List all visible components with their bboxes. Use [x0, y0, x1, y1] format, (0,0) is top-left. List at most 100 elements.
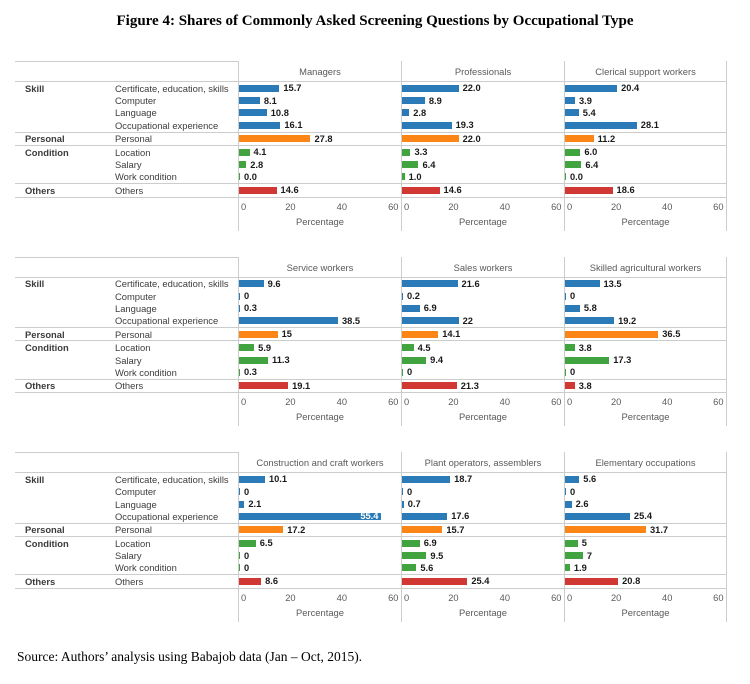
category-label: Language [115, 107, 157, 119]
bar-row: 8.9 [402, 94, 564, 106]
bar [402, 475, 451, 483]
group-label: Skill [25, 278, 45, 290]
bar [565, 356, 610, 364]
bar-row: 16.1 [239, 119, 401, 131]
bar-value-label: 22.0 [462, 133, 481, 144]
bar-value-label: 0.3 [244, 367, 257, 378]
bar-value-label: 3.9 [578, 95, 592, 106]
bar-row: 10.8 [239, 107, 401, 119]
bar-row: 6.0 [565, 144, 726, 158]
bar-row: 5.6 [565, 472, 726, 485]
category-label: Occupational experience [115, 315, 219, 327]
bar [239, 109, 267, 117]
bar-value-label: 20.8 [622, 576, 641, 587]
bar-value-label: 0 [570, 291, 576, 302]
bar-value-label: 19.2 [618, 315, 637, 326]
panel-title: Clerical support workers [595, 66, 696, 77]
bar-row: 25.4 [402, 574, 564, 587]
axis-tick-label: 60 [713, 201, 724, 212]
bar [402, 280, 458, 288]
label-header-spacer [15, 256, 238, 277]
bar-value-label: 0 [244, 486, 250, 497]
axis-tick-label: 40 [499, 397, 511, 408]
label-row: Language [15, 498, 238, 510]
bar-value-label: 10.1 [268, 474, 288, 485]
bar [565, 317, 615, 325]
bar [239, 564, 240, 572]
bar [565, 121, 637, 129]
panel-plot: 21.6 0.2 6.9 22 14.1 4.5 9.4 0 21.3 [402, 276, 564, 394]
bar [565, 173, 566, 181]
bar [239, 173, 240, 181]
bar-value-label: 0 [407, 367, 413, 378]
axis-ticks: 0 20 40 60 [565, 593, 726, 604]
chart-panel: Service workers 9.6 0 0.3 38.5 15 5.9 11.3 0.3 19… [238, 256, 401, 427]
bar-value-label: 5 [581, 538, 587, 549]
bar-row: 13.5 [565, 276, 726, 290]
bar [239, 526, 284, 534]
bar [402, 382, 457, 390]
panel-axis: 0 20 40 60 Percentage [402, 198, 564, 231]
figure-page: Figure 4: Shares of Commonly Asked Scree… [15, 13, 727, 664]
bar-row: 4.1 [239, 144, 401, 158]
axis-tick-label: 60 [551, 592, 562, 603]
category-label: Others [115, 184, 144, 196]
axis-tick-label: 20 [285, 592, 296, 603]
bar-value-label: 6.0 [584, 147, 598, 158]
category-label: Computer [115, 95, 157, 107]
bar [402, 317, 459, 325]
bar-value-label: 3.8 [578, 380, 592, 391]
category-labels-column: Skill Certificate, education, skills Compu… [15, 256, 238, 427]
label-row: Personal Personal [15, 327, 238, 340]
panel-title: Managers [299, 66, 341, 77]
axis-ticks: 0 20 40 60 [402, 593, 564, 604]
bar [239, 304, 240, 312]
category-label: Others [115, 380, 144, 392]
axis-title: Percentage [296, 215, 344, 227]
group-label: Personal [25, 524, 65, 536]
chart-band: Skill Certificate, education, skills Compu… [15, 61, 727, 231]
bar [239, 317, 338, 325]
label-row: Condition Location [15, 144, 238, 158]
category-label: Certificate, education, skills [115, 82, 229, 94]
label-header-spacer [15, 61, 238, 81]
bar-value-label: 27.8 [314, 133, 333, 144]
axis-tick-label: 60 [551, 397, 562, 408]
category-label: Personal [115, 524, 153, 536]
bar-row: 18.6 [565, 183, 726, 196]
bar-row: 9.4 [402, 354, 564, 366]
category-label: Salary [115, 354, 142, 366]
bar [239, 97, 260, 105]
bar-value-label: 0.0 [570, 171, 583, 182]
bar [239, 552, 240, 560]
group-label: Condition [25, 342, 69, 354]
bar-value-label: 0.3 [244, 303, 257, 314]
bar [565, 512, 630, 520]
bar-row: 2.8 [402, 107, 564, 119]
label-axis-spacer [15, 393, 238, 426]
bar-value-label: 25.4 [471, 576, 490, 587]
label-row: Others Others [15, 574, 238, 587]
label-row: Condition Location [15, 340, 238, 353]
chart-panel: Sales workers 21.6 0.2 6.9 22 14.1 4.5 9.4 0 21.3… [401, 256, 564, 427]
bar-value-label: 17.3 [613, 355, 632, 366]
bar-row: 0.0 [239, 171, 401, 183]
bar-row: 21.6 [402, 276, 564, 290]
bar-value-label: 0.7 [407, 499, 421, 509]
bar-row: 2.6 [565, 498, 726, 510]
bar [402, 292, 403, 300]
bar [565, 280, 600, 288]
panel-plot: 20.4 3.9 5.4 28.1 11.2 6.0 6.4 0.0 18.6 [565, 81, 726, 198]
chart-panel: Plant operators, assemblers 18.7 0 0.7 17.6 1… [401, 452, 564, 622]
category-label: Location [115, 537, 151, 549]
category-labels-column: Skill Certificate, education, skills Compu… [15, 452, 238, 622]
axis-tick-label: 60 [388, 201, 399, 212]
bar-row: 6.5 [239, 535, 401, 549]
bar-row: 6.9 [402, 302, 564, 314]
chart-band: Skill Certificate, education, skills Compu… [15, 452, 727, 622]
bar-value-label: 9.6 [267, 278, 281, 289]
category-label: Work condition [115, 562, 177, 574]
bar-value-label: 11.3 [272, 355, 290, 366]
axis-tick-label: 60 [551, 201, 562, 212]
axis-ticks: 0 20 40 60 [565, 202, 726, 213]
